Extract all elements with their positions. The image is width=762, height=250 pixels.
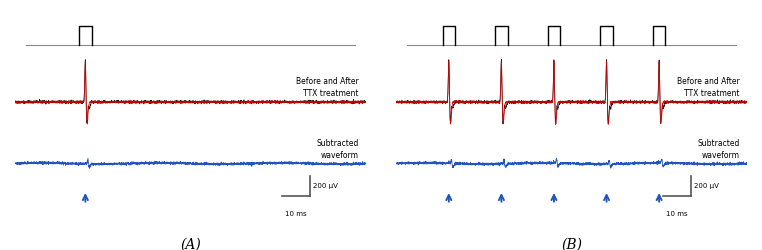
Text: Subtracted: Subtracted: [697, 138, 740, 147]
Text: Subtracted: Subtracted: [316, 138, 359, 147]
Text: 10 ms: 10 ms: [285, 211, 306, 217]
Text: waveform: waveform: [702, 151, 740, 160]
Text: 200 μV: 200 μV: [313, 183, 338, 189]
Text: (A): (A): [180, 237, 201, 250]
Text: Before and After: Before and After: [677, 77, 740, 86]
Text: TTX treatment: TTX treatment: [303, 89, 359, 98]
Text: 10 ms: 10 ms: [666, 211, 687, 217]
Text: TTX treatment: TTX treatment: [684, 89, 740, 98]
Text: (B): (B): [561, 237, 582, 250]
Text: waveform: waveform: [321, 151, 359, 160]
Text: Before and After: Before and After: [296, 77, 359, 86]
Text: 200 μV: 200 μV: [694, 183, 719, 189]
